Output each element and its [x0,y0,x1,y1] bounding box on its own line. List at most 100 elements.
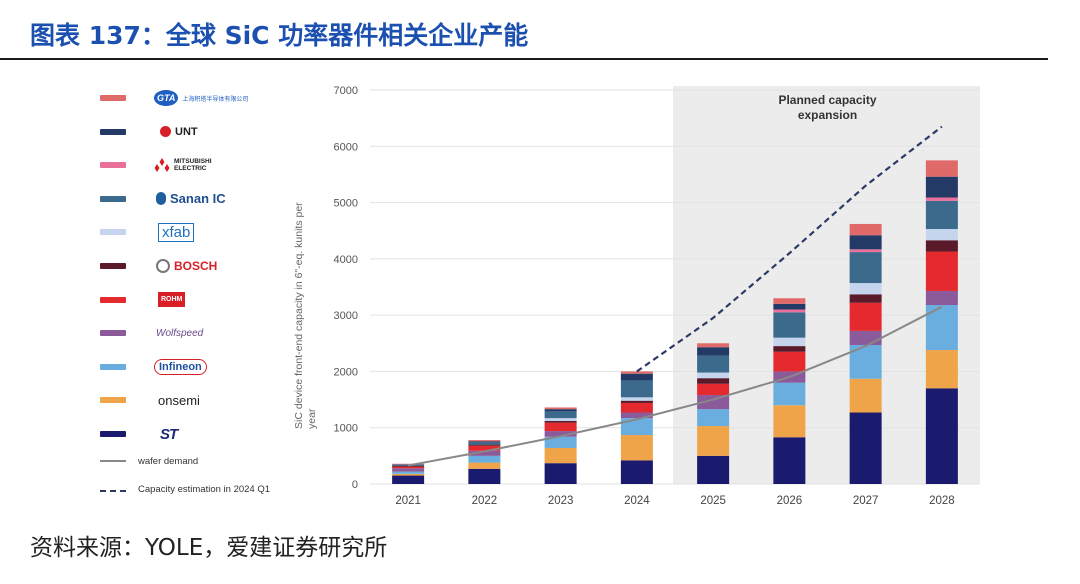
bar-segment-infineon [697,409,730,427]
legend-swatch [100,397,126,404]
legend-swatch [100,162,126,169]
bar-segment-onsemi [849,378,882,413]
bar-segment-sanan-ic [849,252,882,284]
legend-item-wafer-demand: wafer demand [100,449,300,473]
bar-segment-xfab [849,283,882,295]
legend-swatch [100,128,126,135]
title-divider [0,58,1048,60]
x-tick-label: 2026 [777,495,803,507]
bar-segment-st [849,412,882,484]
sanan-ic-logo: Sanan IC [156,191,226,206]
bar-segment-wolfspeed [849,330,882,345]
bar-segment-gta [620,371,653,374]
bar-segment-sanan-ic [925,200,958,230]
legend-label: ST [160,425,178,443]
infineon-logo: Infineon [154,358,207,375]
legend-label: BOSCH [174,259,218,273]
rohm-logo: ROHM [158,292,186,308]
gta-logo: GTA 上海积塔半导体有限公司 [154,90,248,106]
bar-segment-rohm [468,445,501,451]
gta-badge: GTA [154,90,179,106]
legend-item-gta: GTA 上海积塔半导体有限公司 [100,86,300,110]
legend-label: UNT [175,125,198,138]
bar-segment-unt [697,347,730,356]
bar-segment-wolfspeed [925,290,958,306]
y-axis-label-line: year [306,408,318,429]
bar-segment-wolfspeed [544,431,577,437]
x-tick-label: 2028 [929,495,955,507]
gta-company-name: 上海积塔半导体有限公司 [182,96,249,103]
bar-segment-st [544,463,577,484]
legend-line-label: Capacity estimation in 2024 Q1 [138,484,271,495]
legend-item-xfab: xfab [100,220,300,244]
bar-segment-infineon [544,436,577,448]
legend-label: MITSUBISHI ELECTRIC [174,158,212,173]
bosch-armature-icon [156,259,170,273]
bar-segment-bosch [697,378,730,384]
bar-segment-bosch [468,444,501,446]
bar-segment-mitsubishi-electric [849,249,882,253]
mitsubishi-diamonds-icon [154,158,170,173]
legend-item-st: ST [100,422,300,446]
bar-segment-xfab [697,372,730,379]
bar-segment-unt [773,303,806,310]
unt-mark-icon [160,126,171,138]
x-tick-label: 2023 [548,495,574,507]
bar-segment-infineon [620,418,653,436]
planned-capacity-annotation: Planned capacity expansion [778,93,876,122]
bar-segment-st [925,388,958,484]
legend-swatch [100,296,126,303]
y-tick-label: 4000 [334,254,358,266]
bar-segment-sanan-ic [773,312,806,338]
sanan-mark-icon [156,192,166,206]
legend-label: xfab [158,222,195,242]
legend-label: ROHM [158,292,186,308]
legend-label: Infineon [154,358,207,375]
bosch-logo: BOSCH [156,259,217,273]
bar-segment-bosch [925,240,958,252]
legend-item-rohm: ROHM [100,288,300,312]
bar-segment-mitsubishi-electric [773,309,806,313]
x-tick-label: 2027 [853,495,879,507]
bar-segment-onsemi [544,447,577,464]
bar-segment-bosch [620,400,653,403]
y-tick-label: 3000 [334,310,358,322]
bar-segment-rohm [849,302,882,331]
wafer-demand-line-swatch [100,460,126,462]
bar-segment-onsemi [697,426,730,456]
x-tick-label: 2025 [700,495,726,507]
legend-swatch [100,363,126,370]
legend-swatch [100,195,126,202]
bar-segment-unt [620,373,653,381]
y-tick-label: 5000 [334,198,358,210]
y-tick-label: 2000 [334,366,358,378]
y-axis-label: SiC device front-end capacity in 6"-eq. … [293,202,318,429]
bar-segment-wolfspeed [468,450,501,456]
bar-segment-st [773,437,806,484]
wafer-demand-line [407,305,943,467]
mitsubishi-logo: MITSUBISHI ELECTRIC [154,158,212,173]
legend-swatch [100,263,126,269]
bar-segment-st [468,468,501,484]
bar-segment-bosch [544,420,577,423]
stacked-bar-chart: 0 1000 2000 3000 4000 5000 6000 7000 SiC device … [293,85,980,507]
bar-segment-gta [925,160,958,177]
bar-segment-rohm [773,351,806,372]
bar-segment-xfab [773,337,806,347]
bar-segment-infineon [773,382,806,406]
bar-segment-gta [849,223,882,236]
bar-segment-sanan-ic [544,411,577,419]
legend: GTA 上海积塔半导体有限公司 UNT MITSUBISHI ELECTRIC Sana… [100,86,300,516]
bar-segment-rohm [620,402,653,413]
bar-segment-gta [468,440,501,442]
bar-segment-sanan-ic [468,442,501,445]
bar-segment-unt [468,441,501,443]
legend-swatch [100,431,126,437]
legend-label: Sanan IC [170,191,226,207]
bar-segment-infineon [468,455,501,463]
y-tick-label: 7000 [334,85,358,97]
legend-item-sanan-ic: Sanan IC [100,187,300,211]
annotation-line: expansion [798,108,857,122]
onsemi-logo: onsemi [158,393,200,408]
bar-segment-unt [544,409,577,412]
